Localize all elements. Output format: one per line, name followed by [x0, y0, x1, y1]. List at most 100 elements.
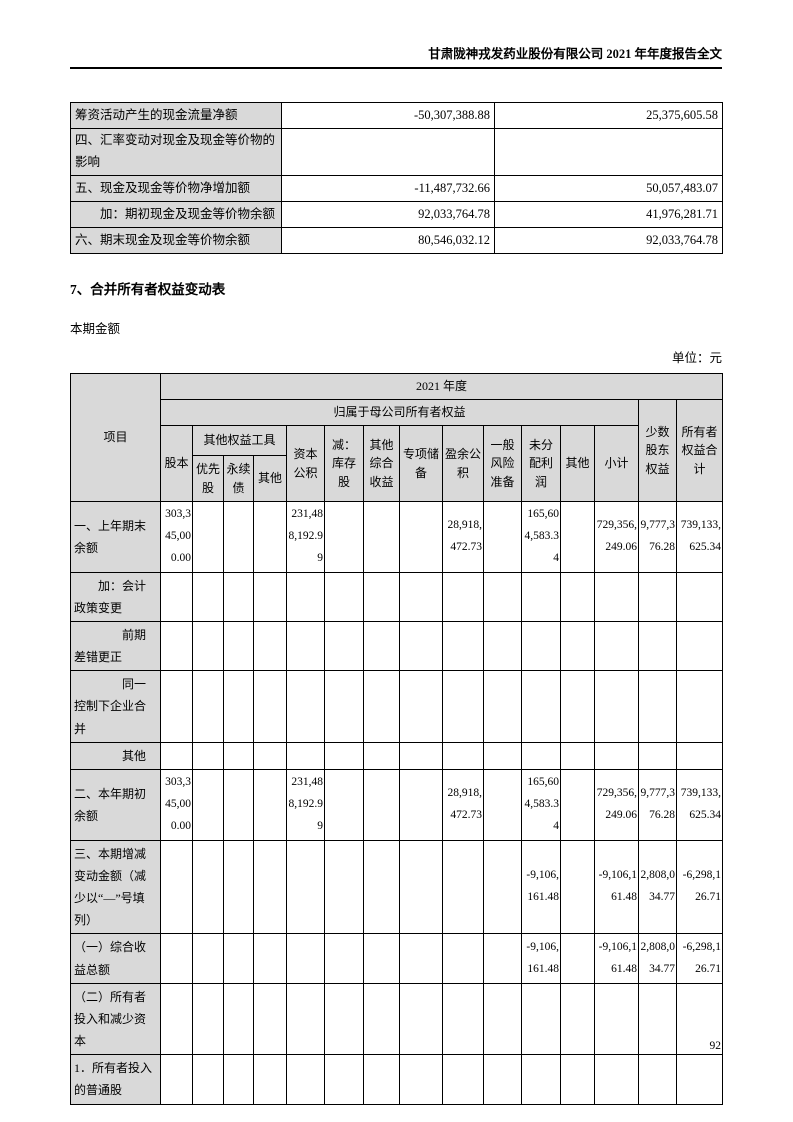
- row-label: 五、现金及现金等价物净增加额: [70, 175, 282, 202]
- value-cell: [676, 1054, 723, 1105]
- value-cell: [363, 769, 400, 841]
- value-cell: [494, 128, 723, 176]
- table-row: 加：期初现金及现金等价物余额 92,033,764.78 41,976,281.71: [70, 201, 723, 228]
- value-cell: [324, 933, 364, 984]
- value-cell: [192, 769, 224, 841]
- value-cell: [483, 501, 522, 573]
- value-cell: [442, 741, 484, 771]
- value-cell: [594, 982, 639, 1056]
- value-cell: [363, 501, 400, 573]
- value-cell: 92,033,764.78: [281, 201, 495, 228]
- value-cell: [560, 670, 595, 743]
- value-cell: 50,057,483.07: [494, 175, 723, 202]
- col-header-treasury-shares: 减：库存股: [324, 425, 364, 502]
- row-label: （一）综合收益总额: [70, 933, 161, 984]
- col-header-special-reserve: 专项储备: [399, 425, 443, 502]
- value-cell: [286, 839, 325, 935]
- value-cell: [594, 670, 639, 743]
- value-cell: [399, 670, 443, 743]
- value-cell: [442, 982, 484, 1056]
- value-cell: [286, 741, 325, 771]
- value-cell: [192, 620, 224, 672]
- row-label: 1．所有者投入的普通股: [70, 1054, 161, 1105]
- col-header-other-equity-instruments: 其他权益工具: [192, 425, 287, 456]
- value-cell: [560, 839, 595, 935]
- value-cell: -9,106,161.48: [594, 839, 639, 935]
- value-cell: [676, 571, 723, 622]
- row-label: 四、汇率变动对现金及现金等价物的影响: [70, 128, 282, 176]
- value-cell: [676, 741, 723, 771]
- value-cell: [324, 1054, 364, 1105]
- value-cell: [324, 620, 364, 672]
- value-cell: [223, 769, 254, 841]
- value-cell: 165,604,583.34: [521, 501, 561, 573]
- value-cell: [223, 933, 254, 984]
- value-cell: [521, 670, 561, 743]
- value-cell: [253, 982, 287, 1056]
- value-cell: [442, 571, 484, 622]
- value-cell: 231,488,192.99: [286, 769, 325, 841]
- value-cell: [286, 982, 325, 1056]
- value-cell: 303,345,000.00: [160, 501, 193, 573]
- table-row: 其他: [70, 741, 723, 771]
- col-header-subtotal: 小计: [594, 425, 639, 502]
- value-cell: [363, 571, 400, 622]
- value-cell: [521, 741, 561, 771]
- value-cell: [399, 501, 443, 573]
- value-cell: [363, 982, 400, 1056]
- col-header-minority-interest: 少数股东权益: [638, 399, 677, 502]
- value-cell: [399, 620, 443, 672]
- value-cell: [638, 670, 677, 743]
- value-cell: [560, 620, 595, 672]
- value-cell: [560, 1054, 595, 1105]
- row-label: 筹资活动产生的现金流量净额: [70, 102, 282, 130]
- value-cell: -50,307,388.88: [281, 102, 495, 130]
- value-cell: 80,546,032.12: [281, 227, 495, 254]
- table-row: 六、期末现金及现金等价物余额 80,546,032.12 92,033,764.78: [70, 227, 723, 254]
- table-row: 1．所有者投入的普通股: [70, 1054, 723, 1105]
- value-cell: [286, 571, 325, 622]
- value-cell: [160, 571, 193, 622]
- row-label: 二、本年期初余额: [70, 769, 161, 841]
- table-row: 二、本年期初余额 303,345,000.00 231,488,192.99 28,9…: [70, 769, 723, 841]
- value-cell: [483, 670, 522, 743]
- value-cell: [521, 982, 561, 1056]
- value-cell: [560, 769, 595, 841]
- value-cell: [399, 839, 443, 935]
- value-cell: [160, 741, 193, 771]
- col-header-parent-group: 归属于母公司所有者权益: [160, 399, 639, 426]
- col-header-total-equity: 所有者权益合计: [676, 399, 723, 502]
- value-cell: [442, 1054, 484, 1105]
- document-header-title: 甘肃陇神戎发药业股份有限公司 2021 年年度报告全文: [428, 47, 722, 61]
- section-heading: 7、合并所有者权益变动表: [70, 282, 226, 297]
- page-number: 92: [709, 1040, 722, 1052]
- row-label: 其他: [70, 741, 161, 771]
- value-cell: [192, 933, 224, 984]
- value-cell: [521, 620, 561, 672]
- table-row: 前期差错更正: [70, 620, 723, 672]
- value-cell: [223, 501, 254, 573]
- value-cell: 729,356,249.06: [594, 501, 639, 573]
- col-header-other-comprehensive-income: 其他综合收益: [363, 425, 400, 502]
- value-cell: -6,298,126.71: [676, 933, 723, 984]
- value-cell: [594, 1054, 639, 1105]
- col-header-surplus-reserve: 盈余公积: [442, 425, 484, 502]
- value-cell: [521, 571, 561, 622]
- unit-label: 单位：元: [671, 351, 722, 365]
- value-cell: [363, 1054, 400, 1105]
- table-row: 五、现金及现金等价物净增加额 -11,487,732.66 50,057,483.0…: [70, 175, 723, 202]
- value-cell: [363, 620, 400, 672]
- value-cell: [363, 839, 400, 935]
- value-cell: [192, 571, 224, 622]
- row-label: （二）所有者投入和减少资本: [70, 982, 161, 1056]
- value-cell: [223, 839, 254, 935]
- value-cell: [160, 620, 193, 672]
- value-cell: -6,298,126.71: [676, 839, 723, 935]
- value-cell: [399, 982, 443, 1056]
- value-cell: [223, 741, 254, 771]
- value-cell: [160, 1054, 193, 1105]
- col-header-other-equity-other: 其他: [253, 455, 287, 502]
- value-cell: [223, 1054, 254, 1105]
- table-row: 筹资活动产生的现金流量净额 -50,307,388.88 25,375,605.58: [70, 102, 723, 130]
